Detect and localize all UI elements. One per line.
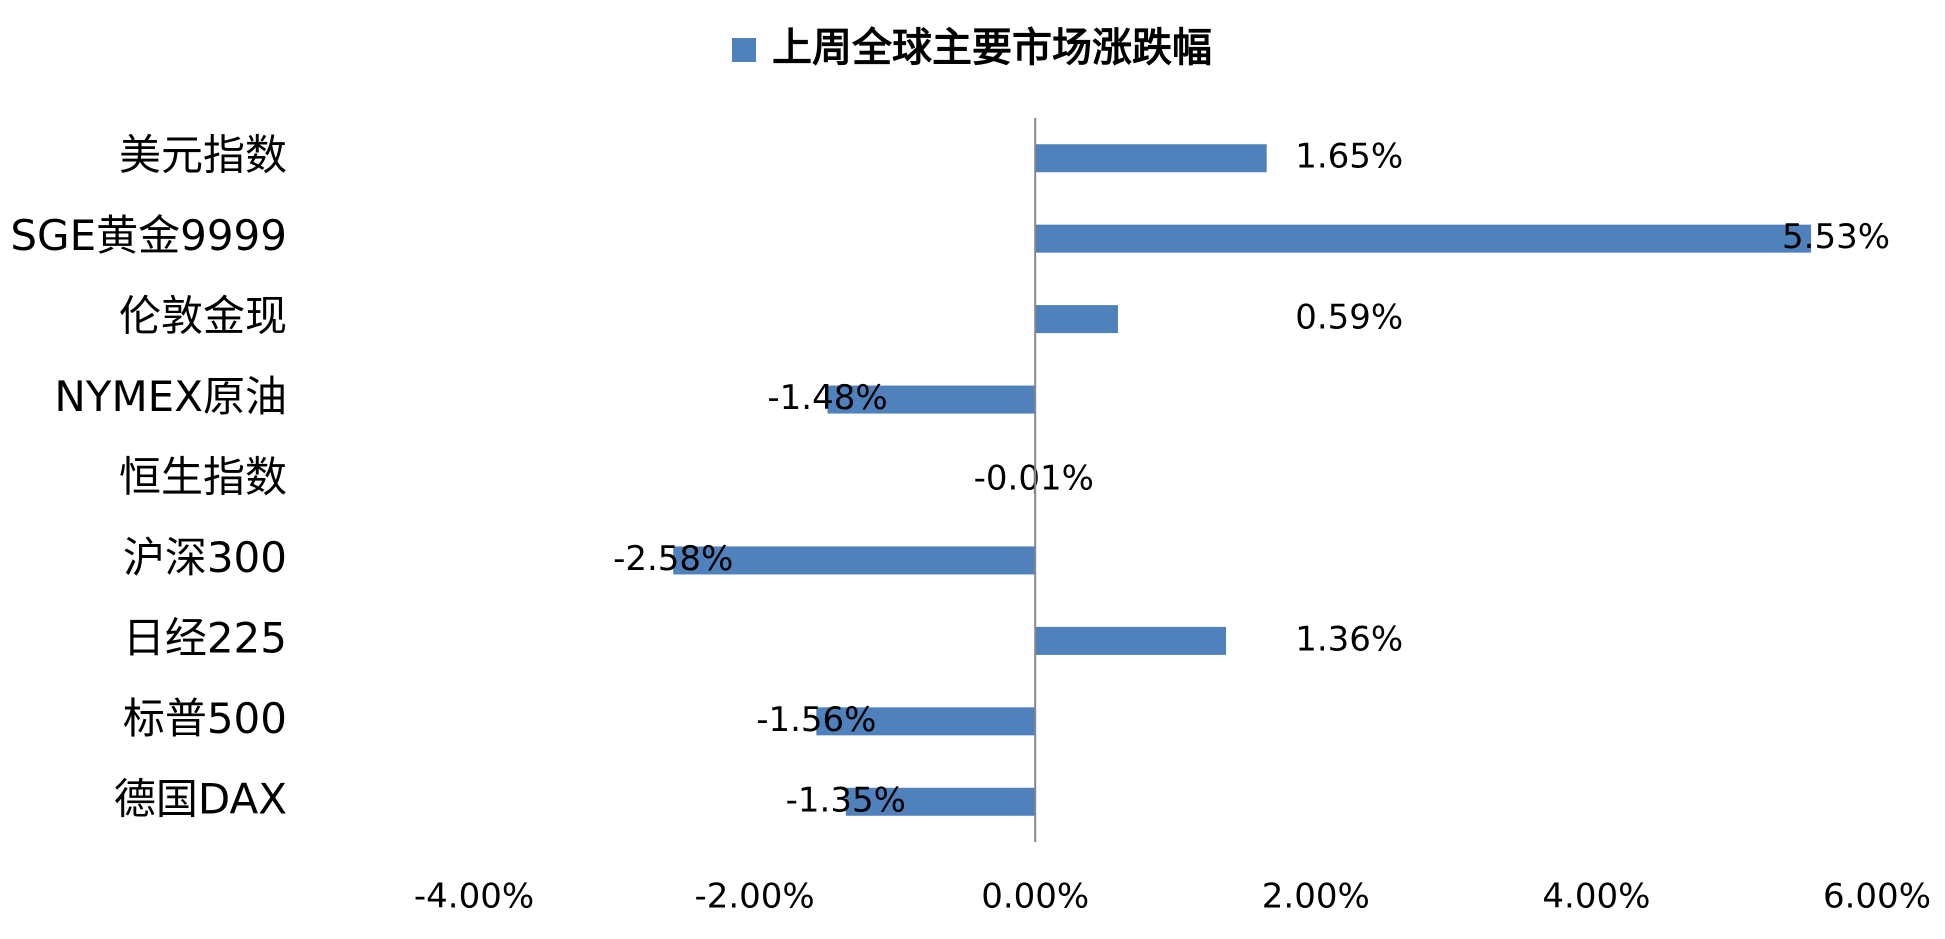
x-tick-label: -4.00% [414,877,534,917]
bar [845,787,1036,816]
bar [673,546,1036,575]
y-tick-label: 标普500 [123,694,287,743]
data-label: 0.59% [1295,298,1403,338]
y-tick-label: 沪深300 [123,533,287,582]
legend-swatch [732,38,756,62]
y-tick-label: 德国DAX [114,774,287,823]
data-label: 5.53% [1782,217,1890,257]
x-tick-label: 6.00% [1823,877,1931,917]
bar [1035,144,1267,173]
x-tick-label: 0.00% [981,877,1089,917]
y-tick-label: NYMEX原油 [54,372,287,421]
data-label: -1.48% [767,378,887,418]
x-tick-label: 4.00% [1542,877,1650,917]
bar [816,707,1036,736]
legend-label: 上周全球主要市场涨跌幅 [772,25,1212,71]
bar [1035,224,1812,253]
bar [1035,626,1227,655]
bar [1035,305,1118,334]
data-label: -1.56% [756,700,876,740]
x-tick-label: 2.00% [1262,877,1370,917]
data-label: -2.58% [613,539,733,579]
data-label: -1.35% [786,780,906,820]
y-tick-label: 伦敦金现 [119,292,287,341]
data-label: -0.01% [974,459,1094,499]
data-label: 1.36% [1295,619,1403,659]
x-tick-label: -2.00% [694,877,814,917]
y-tick-label: 恒生指数 [119,453,287,502]
y-tick-label: 美元指数 [119,131,287,180]
data-label: 1.65% [1295,137,1403,177]
y-tick-label: SGE黄金9999 [10,211,287,260]
bar [827,385,1036,414]
y-tick-label: 日经225 [123,613,287,662]
